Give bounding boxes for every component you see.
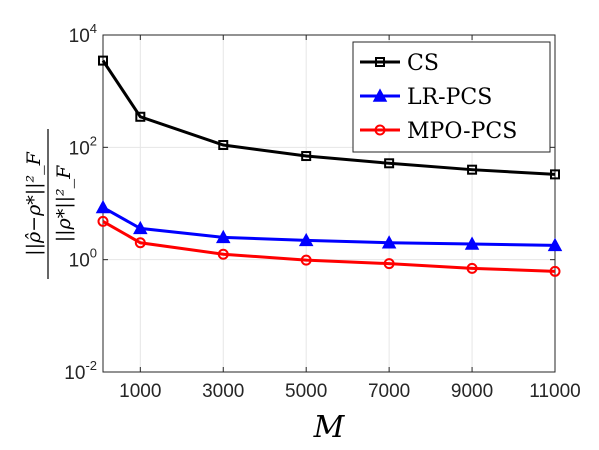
data-point-marker	[466, 262, 478, 274]
x-axis-label: M	[313, 410, 346, 445]
data-point-marker	[97, 215, 109, 227]
y-tick-labels: 10-2 100 102 104	[64, 21, 97, 384]
data-point-marker	[383, 258, 395, 270]
data-point-marker	[547, 237, 563, 252]
y-axis-label-denominator: ||ρ*||²_F	[53, 165, 75, 242]
y-tick-label: 10-2	[64, 358, 97, 384]
data-point-marker	[133, 220, 148, 235]
legend-item-mpo-pcs: MPO-PCS	[360, 119, 517, 144]
data-point-marker	[301, 151, 312, 162]
legend-item-lr-pcs: LR-PCS	[360, 85, 492, 110]
data-point-marker	[134, 237, 146, 249]
data-point-marker	[218, 140, 229, 151]
data-point-marker	[464, 236, 480, 250]
y-tick-label: 104	[69, 21, 97, 47]
y-axis-label-numerator: ||ρ̂−ρ*||²_F	[23, 151, 45, 255]
data-point-marker	[375, 57, 385, 67]
series-layer	[95, 55, 563, 277]
y-axis-label: ||ρ̂−ρ*||²_F ||ρ*||²_F	[23, 129, 75, 279]
data-point-marker	[298, 232, 314, 247]
data-point-marker	[372, 88, 388, 102]
x-tick-label: 1000	[119, 381, 161, 402]
series-cs	[98, 55, 560, 180]
data-point-marker	[549, 265, 561, 277]
y-tick-label: 100	[69, 246, 97, 272]
data-point-marker	[550, 169, 560, 180]
legend-label: MPO-PCS	[407, 119, 517, 144]
legend-label: CS	[407, 51, 439, 76]
x-tick-label: 7000	[368, 381, 410, 402]
data-point-marker	[215, 229, 231, 244]
data-point-marker	[135, 111, 146, 122]
data-point-marker	[217, 248, 229, 260]
series-mpo-pcs	[97, 215, 561, 277]
series-lr-pcs	[95, 199, 563, 252]
data-point-marker	[374, 124, 386, 136]
series-line	[102, 220, 556, 273]
x-tick-label: 5000	[285, 381, 327, 402]
series-line	[101, 59, 556, 176]
y-tick-label: 102	[69, 133, 97, 159]
data-point-marker	[381, 235, 397, 249]
data-point-marker	[467, 164, 478, 175]
x-tick-label: 3000	[202, 381, 244, 402]
series-line	[102, 206, 556, 247]
x-tick-label: 11000	[529, 381, 580, 402]
data-point-marker	[95, 199, 111, 214]
legend-item-cs: CS	[360, 51, 439, 76]
legend-label: LR-PCS	[407, 85, 492, 110]
x-tick-label: 9000	[451, 381, 493, 402]
data-point-marker	[98, 55, 108, 66]
data-point-marker	[384, 158, 395, 169]
data-point-marker	[300, 254, 312, 266]
x-tick-labels: 1000 3000 5000 7000 9000 11000	[119, 381, 581, 402]
legend: CS LR-PCS MPO-PCS	[352, 41, 551, 153]
